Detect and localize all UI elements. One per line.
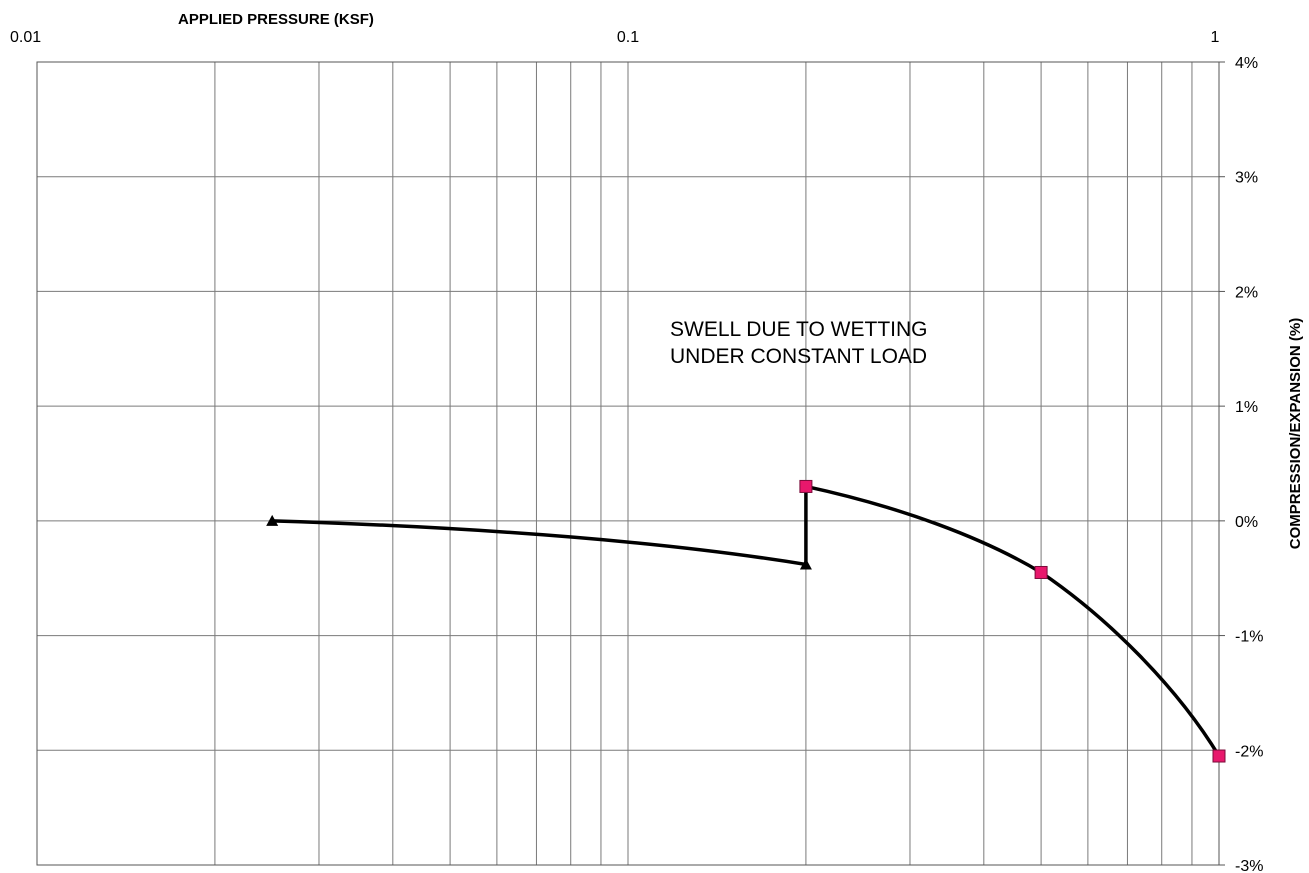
x-gridlines	[214, 62, 1193, 865]
annotation-line: SWELL DUE TO WETTING	[670, 318, 927, 341]
annotations: SWELL DUE TO WETTING UNDER CONSTANT LOAD	[670, 318, 927, 368]
square-marker	[1034, 565, 1048, 579]
x-tick-label: 1	[1211, 29, 1220, 46]
y-tick-label: -1%	[1235, 629, 1263, 646]
y-axis-title: COMPRESSION/EXPANSION (%)	[1287, 318, 1304, 549]
x-tick-label: 0.1	[617, 29, 639, 46]
square-marker	[799, 479, 813, 493]
x-axis-title: APPLIED PRESSURE (KSF)	[178, 11, 374, 28]
y-tick-label: -2%	[1235, 743, 1263, 760]
y-tick-label: 2%	[1235, 284, 1258, 301]
square-marker	[1212, 749, 1226, 763]
triangle-marker	[799, 558, 812, 570]
y-tick-label: -3%	[1235, 858, 1263, 873]
data-markers	[266, 479, 1226, 763]
y-tick-label: 1%	[1235, 399, 1258, 416]
series-lines	[272, 484, 1221, 757]
triangle-marker	[266, 514, 279, 526]
y-tick-label: 0%	[1235, 514, 1258, 531]
x-tick-labels: 0.01 0.1 1	[10, 29, 1220, 46]
x-tick-label: 0.01	[10, 29, 41, 46]
y-tick-label: 4%	[1235, 55, 1258, 72]
annotation-line: UNDER CONSTANT LOAD	[670, 345, 927, 368]
y-tick-label: 3%	[1235, 170, 1258, 187]
y-tick-labels: 4% 3% 2% 1% 0% -1% -2% -3%	[1219, 55, 1263, 873]
y-gridlines	[37, 176, 1219, 751]
series-line-loading-wet	[805, 484, 1221, 757]
series-line-loading	[272, 519, 807, 567]
plot-frame	[36, 61, 1220, 866]
